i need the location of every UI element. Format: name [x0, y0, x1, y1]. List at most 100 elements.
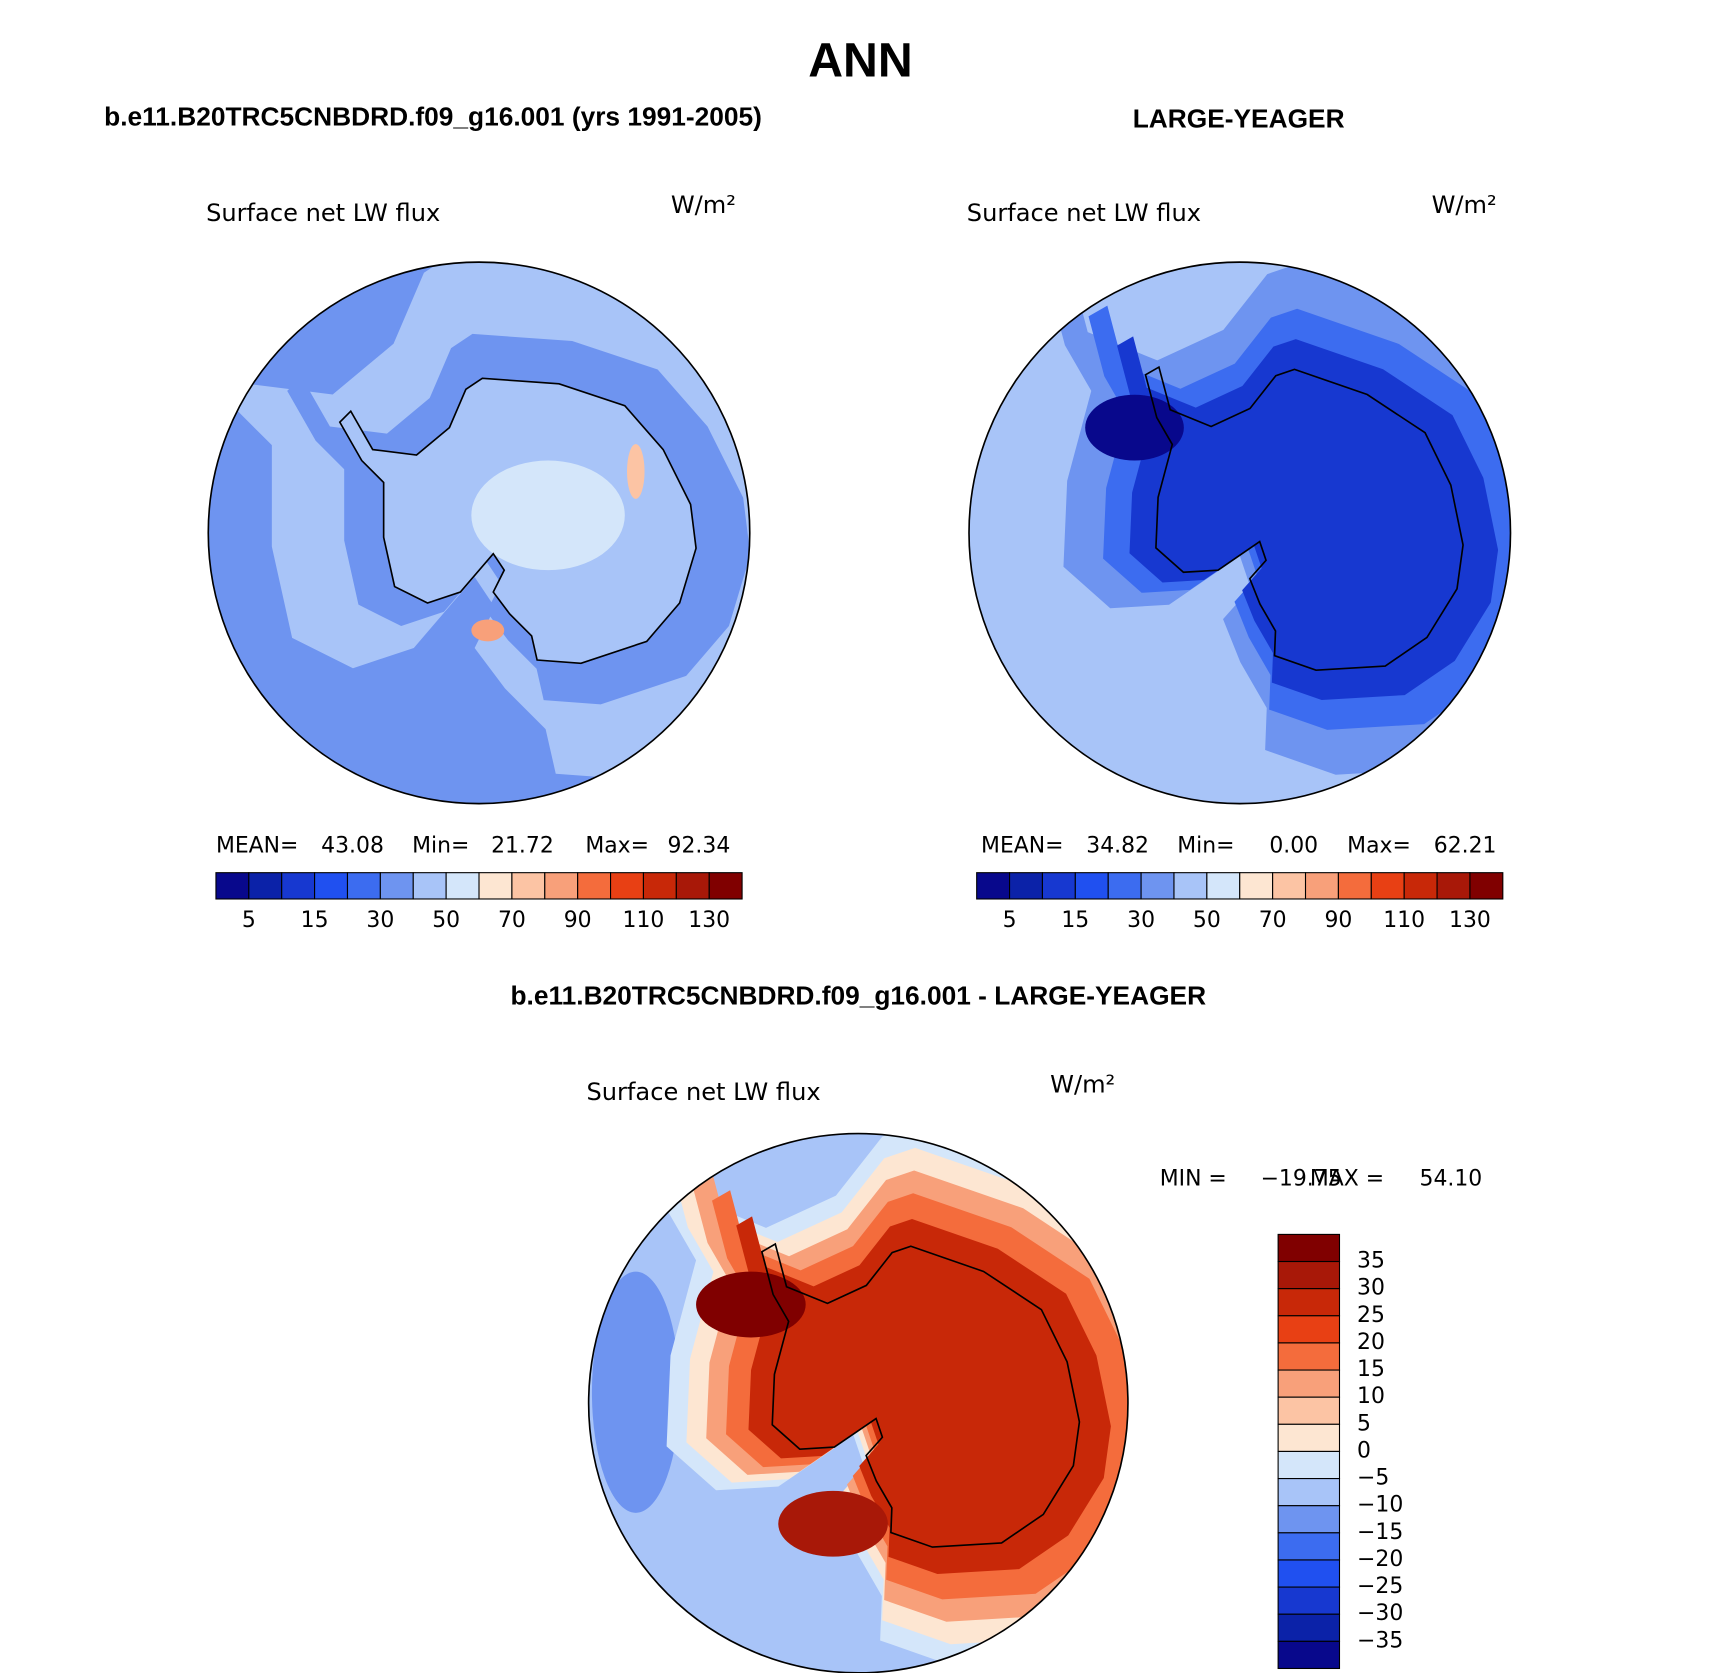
- colorbar-label: 50: [1193, 908, 1221, 933]
- map: [969, 262, 1511, 804]
- stat-label: Max=: [585, 833, 649, 858]
- colorbar-box: [1277, 1532, 1341, 1561]
- map: [208, 262, 750, 804]
- colorbar-box: [314, 872, 349, 900]
- colorbar-box: [1403, 872, 1438, 900]
- colorbar-label: −5: [1357, 1466, 1389, 1491]
- colorbar-box: [544, 872, 579, 900]
- colorbar-box: [445, 872, 480, 900]
- colorbar-box: [642, 872, 677, 900]
- stat-label: MEAN=: [216, 833, 298, 858]
- colorbar-box: [675, 872, 710, 900]
- variable-label: Surface net LW flux: [206, 199, 440, 227]
- colorbar-box: [412, 872, 447, 900]
- map: [588, 1133, 1128, 1673]
- colorbar-box: [1469, 872, 1504, 900]
- colorbar-label: 10: [1357, 1384, 1385, 1409]
- colorbar-box: [1277, 1423, 1341, 1452]
- colorbar-box: [976, 872, 1011, 900]
- stat-label: Min=: [1177, 833, 1234, 858]
- stat-value: 62.21: [1434, 833, 1497, 858]
- colorbar-label: 30: [1127, 908, 1155, 933]
- stat-label: MEAN=: [981, 833, 1063, 858]
- colorbar-box: [248, 872, 283, 900]
- units-label: W/m²: [1050, 1070, 1115, 1098]
- colorbar-box: [1370, 872, 1405, 900]
- colorbar-label: 70: [498, 908, 526, 933]
- colorbar-box: [1277, 1396, 1341, 1425]
- colorbar-box: [1272, 872, 1307, 900]
- stat-label: MAX =: [1310, 1167, 1384, 1192]
- stat-value: 54.10: [1420, 1167, 1483, 1192]
- colorbar-label: 35: [1357, 1249, 1385, 1274]
- colorbar-box: [281, 872, 316, 900]
- colorbar-box: [577, 872, 612, 900]
- stat-value: 21.72: [491, 833, 554, 858]
- colorbar-label: 90: [1324, 908, 1352, 933]
- colorbar-label: 15: [1357, 1357, 1385, 1382]
- colorbar-label: 5: [1003, 908, 1017, 933]
- colorbar-box: [1206, 872, 1241, 900]
- colorbar-box: [1277, 1559, 1341, 1588]
- panel-title: LARGE-YEAGER: [1133, 104, 1345, 134]
- colorbar-box: [1277, 1260, 1341, 1290]
- variable-label: Surface net LW flux: [586, 1078, 820, 1106]
- colorbar-label: 130: [1449, 908, 1491, 933]
- colorbar-label: 30: [366, 908, 394, 933]
- colorbar-label: 90: [564, 908, 592, 933]
- stat-value: 0.00: [1269, 833, 1318, 858]
- stat-value: 43.08: [321, 833, 384, 858]
- stat-value: 92.34: [668, 833, 731, 858]
- colorbar-box: [379, 872, 414, 900]
- panel-title: b.e11.B20TRC5CNBDRD.f09_g16.001 (yrs 199…: [104, 101, 762, 131]
- colorbar-label: 70: [1259, 908, 1287, 933]
- colorbar-box: [1277, 1478, 1341, 1507]
- colorbar-label: 30: [1357, 1276, 1385, 1301]
- colorbar-box: [1140, 872, 1175, 900]
- colorbar-box: [346, 872, 381, 900]
- colorbar-box: [1337, 872, 1372, 900]
- colorbar-box: [1277, 1369, 1341, 1398]
- colorbar-box: [1304, 872, 1339, 900]
- variable-label: Surface net LW flux: [967, 199, 1201, 227]
- colorbar-box: [1277, 1315, 1341, 1344]
- colorbar-box: [1009, 872, 1043, 900]
- colorbar-box: [1277, 1586, 1341, 1615]
- colorbar-label: 130: [688, 908, 730, 933]
- colorbar-label: −35: [1357, 1628, 1403, 1653]
- colorbar-label: 5: [1357, 1411, 1371, 1436]
- colorbar-label: 0: [1357, 1438, 1371, 1463]
- colorbar-box: [1277, 1342, 1341, 1371]
- colorbar-box: [1277, 1505, 1341, 1534]
- colorbar-box: [478, 872, 513, 900]
- stat-value: −19.75: [1261, 1167, 1342, 1192]
- colorbar-box: [1173, 872, 1208, 900]
- colorbar-box: [1107, 872, 1142, 900]
- colorbar-box: [511, 872, 546, 900]
- colorbar-label: 15: [301, 908, 329, 933]
- colorbar-label: 15: [1061, 908, 1089, 933]
- colorbar-label: −15: [1357, 1520, 1403, 1545]
- colorbar-label: −10: [1357, 1493, 1403, 1518]
- figure-title: ANN: [808, 33, 912, 87]
- colorbar-box: [1277, 1233, 1341, 1263]
- colorbar-label: 5: [242, 908, 256, 933]
- colorbar-label: 25: [1357, 1303, 1385, 1328]
- units-label: W/m²: [671, 191, 736, 219]
- colorbar-label: 20: [1357, 1330, 1385, 1355]
- stat-label: Max=: [1347, 833, 1411, 858]
- colorbar-box: [1074, 872, 1109, 900]
- colorbar-box: [1277, 1288, 1341, 1317]
- stat-label: MIN =: [1160, 1167, 1227, 1192]
- units-label: W/m²: [1432, 191, 1497, 219]
- colorbar-box: [1436, 872, 1471, 900]
- colorbar-label: 110: [623, 908, 665, 933]
- colorbar-box: [708, 872, 743, 900]
- colorbar-box: [1041, 872, 1076, 900]
- colorbar-box: [1239, 872, 1274, 900]
- colorbar-box: [1277, 1613, 1341, 1642]
- colorbar-box: [1277, 1450, 1341, 1480]
- colorbar-box: [215, 872, 250, 900]
- colorbar-box: [610, 872, 644, 900]
